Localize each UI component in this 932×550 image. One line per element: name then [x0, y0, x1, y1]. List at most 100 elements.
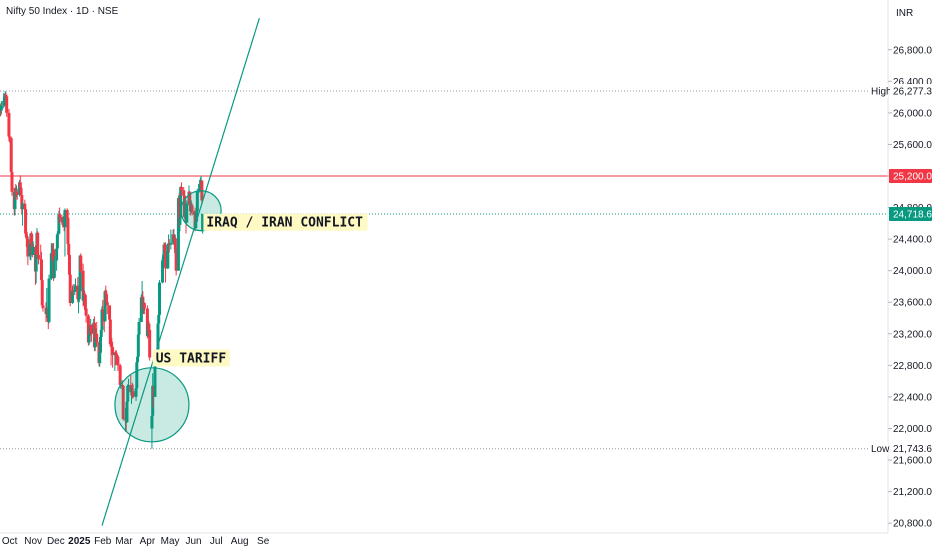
candle-body — [36, 232, 40, 255]
candle-body — [23, 203, 27, 210]
candle-body — [2, 101, 6, 106]
candle-body — [47, 278, 51, 322]
x-tick-label: Nov — [24, 536, 42, 547]
annotations: US TARIFF IRAQ / IRAN CONFLICT — [152, 213, 368, 367]
x-tick-label: Apr — [140, 536, 156, 547]
high-label: High — [871, 86, 892, 97]
y-tick-label: 21,200.00 — [893, 487, 932, 498]
candle-body — [179, 187, 183, 218]
candle-body — [7, 112, 11, 137]
candle — [166, 243, 170, 270]
candle-body — [148, 329, 152, 358]
candle-body — [110, 346, 114, 348]
candles — [0, 90, 205, 449]
candle — [82, 286, 86, 306]
x-tick-label: Mar — [115, 536, 133, 547]
candle-body — [136, 334, 140, 357]
candle-body — [81, 270, 85, 301]
candle — [179, 182, 183, 196]
candle-body — [198, 183, 202, 185]
candle-body — [103, 291, 107, 322]
candle — [34, 251, 38, 284]
candle — [10, 168, 14, 196]
candle-body — [134, 388, 138, 397]
candle — [126, 384, 130, 409]
low-label: Low — [871, 444, 890, 455]
candle-body — [67, 254, 71, 275]
candle — [24, 207, 28, 238]
annotation-text: US TARIFF — [156, 351, 227, 366]
candle-body — [136, 356, 140, 363]
candle-body — [73, 290, 77, 292]
candle — [105, 294, 109, 315]
candle-body — [13, 191, 17, 210]
candle-body — [84, 308, 88, 316]
candle-body — [24, 209, 28, 234]
candle — [47, 274, 51, 324]
symbol-title: Nifty 50 Index · 1D · NSE — [6, 6, 119, 17]
candle — [40, 278, 44, 309]
candle — [103, 289, 107, 322]
candle-body — [115, 355, 119, 357]
candle — [26, 235, 30, 266]
candle-body — [30, 233, 34, 244]
candle — [137, 318, 141, 338]
candle-body — [100, 309, 104, 330]
candle — [87, 329, 91, 345]
x-tick-label: Oct — [2, 536, 18, 547]
candle-body — [150, 415, 154, 429]
candle-body — [104, 291, 108, 295]
x-tick-label: Dec — [47, 536, 65, 547]
candle-body — [5, 96, 9, 113]
candle-body — [193, 214, 197, 229]
candle — [57, 210, 61, 234]
candle-body — [169, 243, 173, 245]
candle-body — [34, 254, 38, 272]
candle-body — [153, 362, 157, 397]
candle — [136, 332, 140, 358]
candle-body — [15, 191, 19, 195]
candle-body — [125, 401, 129, 423]
candle-body — [83, 295, 87, 309]
y-tick-label: 23,600.00 — [893, 298, 932, 309]
candle — [58, 207, 62, 224]
candle-body — [98, 352, 102, 363]
candle-body — [77, 291, 81, 300]
candle — [151, 385, 155, 408]
candle — [164, 242, 168, 283]
candle-body — [71, 290, 75, 292]
candle — [60, 214, 64, 225]
candle — [195, 188, 199, 213]
x-tick-label: May — [161, 536, 180, 547]
y-tick-label: 21,600.00 — [893, 456, 932, 467]
candle-body — [0, 105, 3, 111]
candle-body — [25, 236, 29, 240]
candle — [116, 355, 120, 371]
candle — [95, 321, 99, 347]
candle-body — [185, 203, 189, 223]
candle-body — [82, 293, 86, 301]
candle-body — [114, 354, 118, 356]
candle-body — [142, 303, 146, 309]
low-label-bg — [868, 441, 888, 456]
annotation-highlight — [152, 349, 230, 367]
candle-body — [10, 172, 14, 192]
high-value: 26,277.35 — [893, 86, 932, 97]
candle-body — [20, 194, 24, 210]
candle-body — [161, 260, 165, 283]
candle — [167, 239, 171, 253]
resistance-badge-label: 25,200.00 — [893, 172, 932, 183]
last-price-badge — [889, 206, 932, 221]
candle-body — [57, 214, 61, 234]
candle-body — [26, 239, 30, 257]
candle — [108, 318, 112, 347]
candle — [126, 378, 130, 390]
last-price-badge-label: 24,718.60 — [893, 209, 932, 220]
candle — [71, 284, 75, 296]
candle — [79, 253, 83, 274]
candle-body — [178, 217, 182, 225]
reference-lines — [0, 90, 888, 450]
candle-body — [40, 280, 44, 306]
candle-body — [98, 336, 102, 353]
